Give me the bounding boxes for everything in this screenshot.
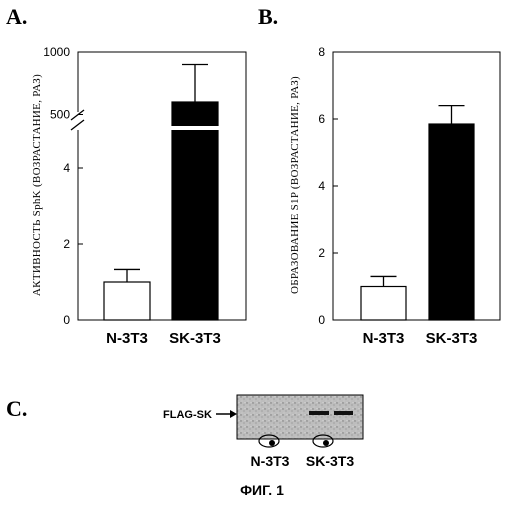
panel-c-letter: C. bbox=[6, 396, 27, 421]
blot-lane-label-2: SK-3T3 bbox=[306, 453, 354, 469]
chart-b-ytick-label: 4 bbox=[318, 179, 325, 193]
chart-a-category-label: SK-3T3 bbox=[169, 330, 221, 347]
chart-b-bar-sk-3t3 bbox=[429, 124, 474, 320]
blot-lane-label-1: N-3T3 bbox=[251, 453, 290, 469]
chart-a-ylabel: АКТИВНОСТЬ SphK (ВОЗРАСТАНИЕ, РАЗ) bbox=[31, 74, 43, 296]
figure-caption: ФИГ. 1 bbox=[240, 482, 284, 498]
chart-b-ytick-label: 8 bbox=[318, 45, 325, 59]
chart-b-bar-n-3t3 bbox=[361, 287, 406, 321]
blot-membrane bbox=[237, 395, 363, 439]
chart-a-ytick-label: 0 bbox=[63, 313, 70, 327]
chart-a: АКТИВНОСТЬ SphK (ВОЗРАСТАНИЕ, РАЗ) 0 2 4 50… bbox=[31, 45, 246, 347]
chart-b-ytick-label: 6 bbox=[318, 112, 325, 126]
panel-b-letter: B. bbox=[258, 4, 278, 29]
chart-a-category-label: N-3T3 bbox=[106, 330, 148, 347]
chart-a-ytick-label: 500 bbox=[50, 108, 70, 122]
chart-b-category-label: N-3T3 bbox=[363, 330, 405, 347]
chart-a-ytick-label: 2 bbox=[63, 237, 70, 251]
blot-panel: FLAG-SK N-3T3 SK-3T3 bbox=[163, 395, 363, 469]
chart-a-bar-n-3t3 bbox=[104, 282, 150, 320]
chart-a-bar-sk-3t3 bbox=[172, 102, 218, 320]
chart-b-ytick-label: 0 bbox=[318, 313, 325, 327]
blot-band-1 bbox=[309, 411, 329, 415]
panel-a-letter: A. bbox=[6, 4, 27, 29]
blot-band-2 bbox=[334, 411, 353, 415]
chart-b-ylabel: ОБРАЗОВАНИЕ S1P (ВОЗРАСТАНИЕ, РАЗ) bbox=[289, 76, 301, 294]
chart-a-frame bbox=[78, 52, 246, 320]
chart-a-bar-break bbox=[171, 126, 219, 130]
arrow-icon bbox=[216, 410, 237, 418]
chart-a-ytick-label: 4 bbox=[63, 161, 70, 175]
chart-b-ytick-label: 2 bbox=[318, 246, 325, 260]
blot-band-label: FLAG-SK bbox=[163, 409, 212, 421]
chart-b-frame bbox=[333, 52, 500, 320]
chart-b-category-label: SK-3T3 bbox=[426, 330, 478, 347]
chart-a-ytick-label: 1000 bbox=[43, 45, 70, 59]
chart-b: ОБРАЗОВАНИЕ S1P (ВОЗРАСТАНИЕ, РАЗ) 0 2 4 6 8… bbox=[289, 45, 500, 347]
